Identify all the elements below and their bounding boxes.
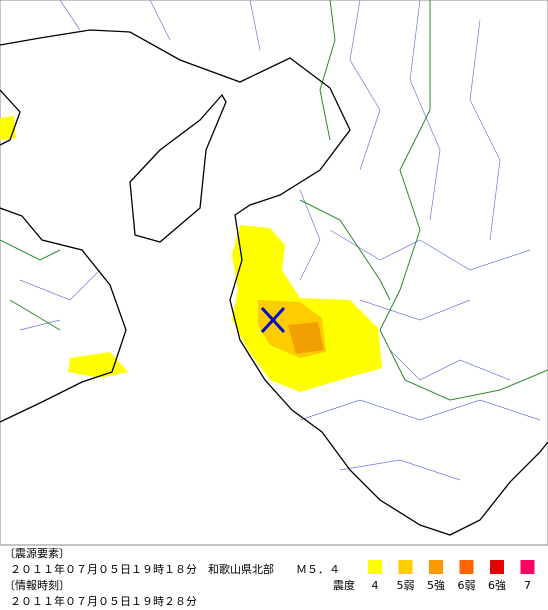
- legend-label: 6強: [488, 579, 506, 592]
- hypocenter-heading: 〔震源要素〕: [4, 546, 70, 560]
- epicenter-marker: [260, 306, 286, 334]
- legend-label: 7: [524, 579, 531, 592]
- intensity-4-area: [68, 352, 128, 378]
- legend-label: 6弱: [458, 579, 476, 592]
- legend-label: 4: [372, 579, 379, 592]
- legend-swatch: [429, 560, 443, 574]
- legend-swatch: [368, 560, 382, 574]
- legend-swatch: [459, 560, 474, 574]
- legend-swatch: [398, 560, 413, 574]
- issue-time-text: ２０１１年０７月０５日１９時２８分: [10, 594, 197, 608]
- legend-swatch: [520, 560, 535, 574]
- hypocenter-text: ２０１１年０７月０５日１９時１８分 和歌山県北部 Ｍ５．４: [10, 562, 340, 576]
- legend-swatch: [490, 560, 504, 574]
- legend-title: 震度: [333, 578, 355, 592]
- legend: 4 5弱 5強 6弱 6強 7: [368, 560, 535, 592]
- intensity-5-lower-area: [288, 322, 324, 354]
- issue-time-heading: 〔情報時刻〕: [4, 578, 70, 592]
- legend-label: 5弱: [397, 579, 415, 592]
- legend-label: 5強: [427, 579, 445, 592]
